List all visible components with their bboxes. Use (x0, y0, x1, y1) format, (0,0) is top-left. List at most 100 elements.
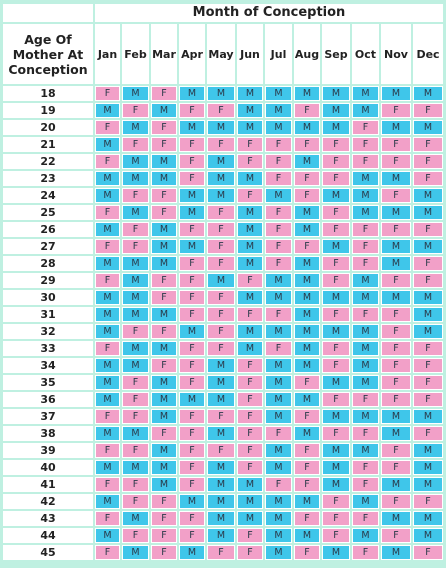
gender-cell: F (322, 528, 350, 543)
gender-cell: M (413, 86, 443, 101)
gender-cell: F (381, 137, 411, 152)
month-header-may: May (207, 24, 235, 84)
gender-cell: M (322, 188, 350, 203)
gender-cell: F (294, 137, 320, 152)
gender-cell: F (294, 409, 320, 424)
age-cell-41: 41 (3, 477, 93, 492)
gender-cell: F (179, 222, 205, 237)
gender-cell: M (207, 154, 235, 169)
gender-cell: F (322, 392, 350, 407)
gender-cell: M (95, 256, 120, 271)
gender-cell: F (322, 511, 350, 526)
age-cell-31: 31 (3, 307, 93, 322)
gender-cell: M (151, 222, 177, 237)
gender-cell: M (179, 188, 205, 203)
gender-cell: M (237, 290, 263, 305)
gender-cell: F (237, 273, 263, 288)
month-header-aug: Aug (294, 24, 320, 84)
gender-cell: F (151, 426, 177, 441)
gender-cell: F (381, 528, 411, 543)
gender-cell: F (381, 358, 411, 373)
gender-cell: M (237, 120, 263, 135)
gender-cell: F (237, 137, 263, 152)
gender-cell: F (151, 273, 177, 288)
gender-cell: F (95, 239, 120, 254)
gender-cell: F (207, 307, 235, 322)
age-cell-44: 44 (3, 528, 93, 543)
gender-cell: F (413, 222, 443, 237)
gender-cell: M (413, 324, 443, 339)
gender-cell: F (179, 375, 205, 390)
gender-cell: M (322, 409, 350, 424)
gender-cell: M (122, 358, 149, 373)
gender-cell: F (294, 545, 320, 560)
gender-cell: F (122, 324, 149, 339)
gender-cell: F (413, 256, 443, 271)
gender-cell: F (237, 307, 263, 322)
gender-cell: F (95, 205, 120, 220)
gender-cell: F (352, 426, 379, 441)
gender-cell: F (352, 154, 379, 169)
gender-cell: F (381, 341, 411, 356)
gender-cell: F (151, 188, 177, 203)
gender-cell: M (95, 358, 120, 373)
gender-cell: F (179, 307, 205, 322)
gender-cell: M (179, 494, 205, 509)
gender-cell: F (207, 443, 235, 458)
gender-cell: M (122, 545, 149, 560)
gender-cell: M (352, 171, 379, 186)
gender-cell: M (151, 307, 177, 322)
gender-cell: M (207, 171, 235, 186)
gender-cell: F (381, 307, 411, 322)
gender-cell: M (413, 120, 443, 135)
gender-cell: M (207, 358, 235, 373)
gender-cell: F (294, 460, 320, 475)
gender-cell: F (352, 392, 379, 407)
gender-cell: F (151, 137, 177, 152)
gender-cell: M (237, 222, 263, 237)
gender-cell: M (352, 341, 379, 356)
gender-cell: M (179, 239, 205, 254)
gender-cell: F (95, 86, 120, 101)
gender-cell: F (237, 188, 263, 203)
gender-cell: M (151, 341, 177, 356)
gender-cell: F (294, 443, 320, 458)
gender-cell: F (265, 171, 292, 186)
gender-cell: M (237, 171, 263, 186)
gender-cell: M (207, 375, 235, 390)
gender-cell: F (381, 392, 411, 407)
gender-cell: F (207, 290, 235, 305)
gender-cell: F (95, 341, 120, 356)
age-cell-35: 35 (3, 375, 93, 390)
age-cell-40: 40 (3, 460, 93, 475)
age-cell-22: 22 (3, 154, 93, 169)
gender-cell: F (122, 494, 149, 509)
gender-cell: M (265, 460, 292, 475)
gender-cell: F (294, 171, 320, 186)
gender-cell: M (95, 171, 120, 186)
gender-cell: F (294, 477, 320, 492)
month-header-nov: Nov (381, 24, 411, 84)
gender-cell: F (352, 256, 379, 271)
gender-cell: M (122, 154, 149, 169)
gender-cell: F (413, 426, 443, 441)
gender-cell: M (381, 205, 411, 220)
gender-cell: F (322, 341, 350, 356)
gender-cell: F (322, 358, 350, 373)
gender-cell: M (352, 375, 379, 390)
gender-cell: F (95, 273, 120, 288)
gender-cell: M (207, 273, 235, 288)
gender-cell: F (265, 205, 292, 220)
gender-cell: M (381, 239, 411, 254)
gender-cell: M (151, 103, 177, 118)
gender-cell: M (322, 375, 350, 390)
gender-cell: M (265, 324, 292, 339)
gender-cell: F (122, 443, 149, 458)
gender-cell: M (207, 511, 235, 526)
gender-cell: F (179, 528, 205, 543)
gender-cell: M (381, 290, 411, 305)
gender-cell: F (237, 528, 263, 543)
gender-cell: F (237, 545, 263, 560)
gender-cell: F (207, 239, 235, 254)
gender-cell: M (352, 443, 379, 458)
